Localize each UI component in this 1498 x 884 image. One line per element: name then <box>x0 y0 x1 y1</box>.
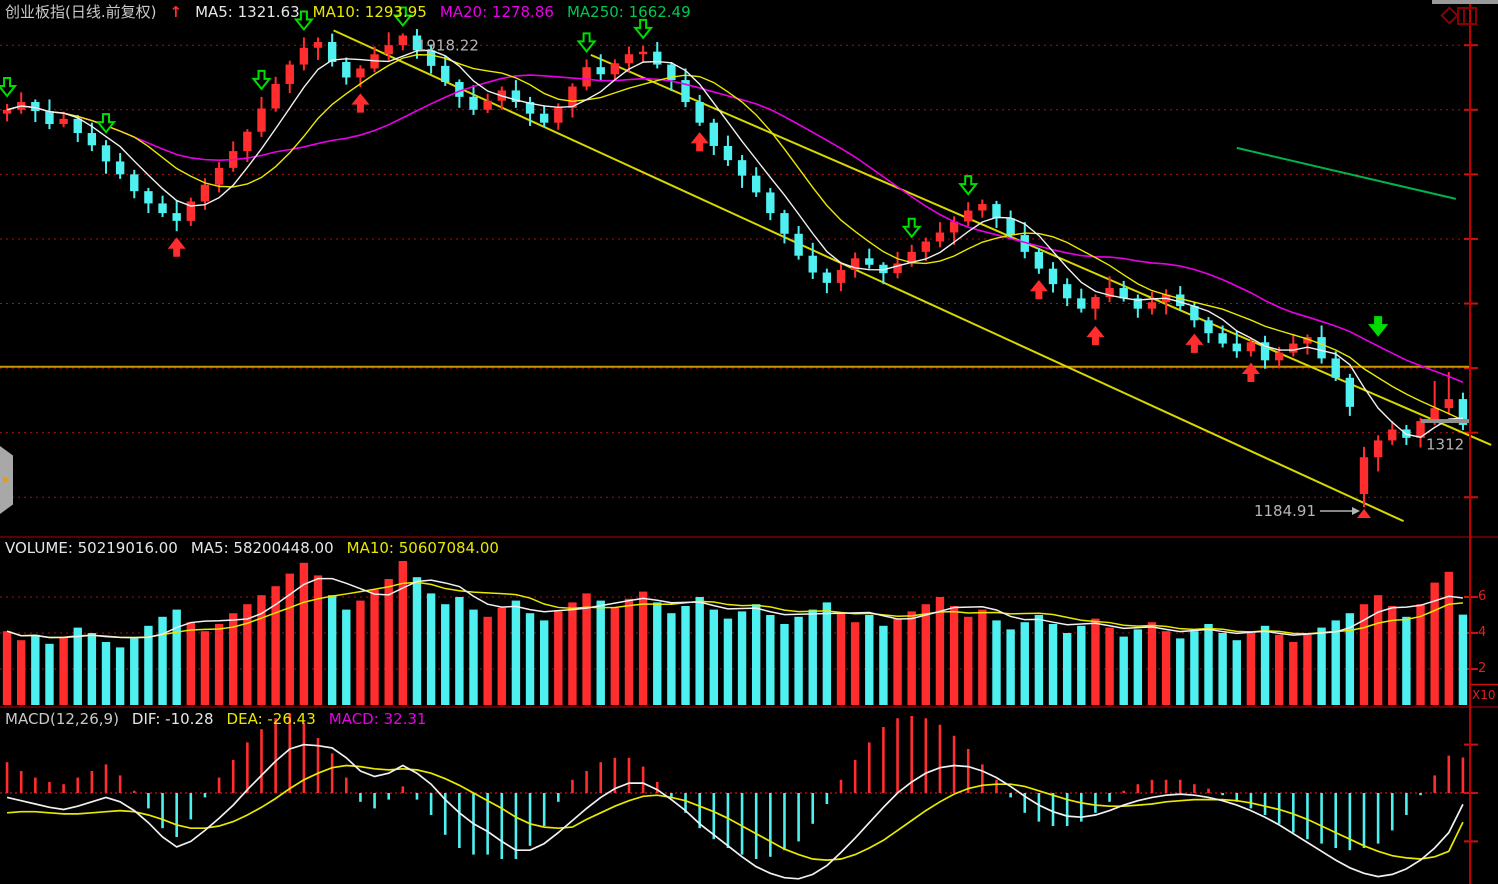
svg-text:1312: 1312 <box>1426 435 1464 453</box>
volume-axis-tick-4: 4 <box>1478 625 1487 640</box>
right-price-axis <box>1469 0 1471 884</box>
panel-separator <box>0 706 1498 708</box>
volume-axis-tick-6: 6 <box>1478 589 1487 604</box>
window-split-icon[interactable] <box>1457 7 1477 25</box>
expand-arrow-icon: ▶ <box>3 475 10 485</box>
svg-text:1184.91: 1184.91 <box>1254 502 1316 520</box>
svg-text:1918.22: 1918.22 <box>417 36 479 54</box>
titlebar-strip <box>1432 0 1498 4</box>
sidebar-expand-tab[interactable]: ▶ <box>0 446 13 514</box>
volume-axis-multiplier: X10 <box>1472 688 1496 702</box>
volume-axis-tick-2: 2 <box>1478 661 1487 676</box>
panel-separator <box>0 536 1498 538</box>
